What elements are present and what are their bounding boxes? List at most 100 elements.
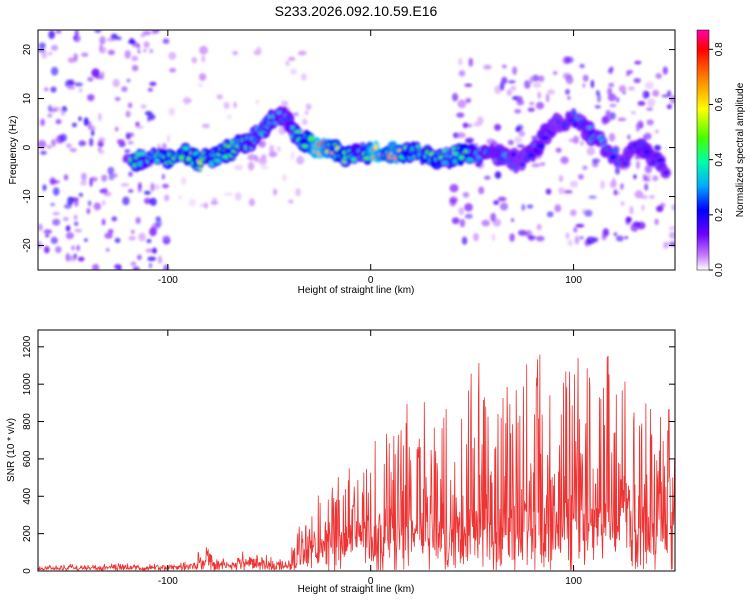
noise-blob [301, 118, 308, 126]
noise-blob [135, 217, 141, 224]
noise-blob [575, 223, 585, 228]
noise-blob [633, 77, 641, 84]
noise-blob [137, 184, 142, 193]
noise-blob [201, 123, 210, 129]
noise-blob [44, 246, 50, 254]
noise-blob [525, 230, 533, 238]
noise-blob [147, 256, 157, 261]
noise-blob [126, 78, 131, 83]
noise-blob [153, 184, 161, 190]
noise-blob [512, 66, 517, 75]
noise-blob [507, 80, 516, 84]
snr-ytick-label: 800 [22, 413, 33, 430]
spectrogram-frame [37, 29, 676, 271]
noise-blob [66, 143, 72, 149]
ridge-core-blob [290, 125, 295, 130]
noise-blob [94, 30, 102, 34]
noise-blob [663, 241, 669, 249]
noise-blob [144, 190, 151, 195]
noise-blob [38, 223, 43, 231]
noise-blob [51, 139, 57, 147]
ridge-core-blob [458, 155, 465, 160]
noise-blob [518, 130, 526, 137]
snr-frame [37, 329, 676, 572]
noise-blob [578, 174, 584, 180]
noise-blob [107, 229, 114, 234]
noise-blob [473, 121, 482, 127]
noise-blob [537, 91, 541, 100]
noise-blob [47, 113, 53, 118]
ridge-core-blob [226, 144, 232, 148]
noise-blob [83, 117, 89, 126]
noise-blob [102, 200, 106, 206]
noise-blob [586, 236, 596, 245]
noise-blob [150, 182, 155, 192]
noise-blob [78, 87, 83, 93]
noise-blob [539, 162, 546, 167]
noise-blob [667, 90, 672, 97]
noise-blob [60, 109, 66, 116]
noise-blob [517, 229, 527, 236]
noise-blob [618, 85, 627, 93]
noise-blob [41, 50, 48, 59]
noise-blob [535, 101, 545, 110]
noise-blob [76, 244, 81, 252]
noise-blob [546, 211, 554, 218]
noise-blob [111, 216, 118, 222]
noise-blob [666, 104, 672, 110]
noise-blob [148, 263, 153, 269]
noise-blob [607, 87, 613, 96]
noise-blob [162, 183, 169, 189]
ridge-core-blob [373, 144, 378, 151]
noise-blob [47, 104, 53, 112]
colorbar-label: Normalized spectral amplitude [735, 82, 746, 217]
noise-blob [565, 88, 570, 95]
noise-blob [605, 110, 611, 117]
noise-blob [74, 30, 79, 37]
noise-blob [574, 235, 580, 245]
noise-blob [529, 102, 535, 106]
noise-blob [101, 218, 106, 226]
noise-blob [565, 232, 570, 240]
noise-blob [210, 201, 219, 205]
noise-blob [626, 216, 632, 223]
noise-blob [124, 149, 131, 153]
noise-blob [227, 114, 232, 120]
noise-blob [146, 238, 152, 244]
ridge-core-blob [452, 159, 458, 164]
noise-blob [55, 30, 62, 34]
noise-blob [48, 51, 53, 56]
noise-blob [147, 87, 153, 92]
noise-blob [50, 236, 58, 244]
ridge-core-blob [613, 148, 618, 154]
noise-blob [151, 247, 157, 254]
snr-ytick-label: 400 [22, 487, 33, 504]
noise-blob [501, 64, 507, 69]
noise-blob [128, 189, 134, 193]
noise-blob [155, 30, 159, 34]
noise-blob [42, 184, 47, 191]
noise-blob [582, 74, 589, 82]
snr-ylabel: SNR (10 * v/v) [6, 418, 17, 482]
noise-blob [646, 119, 654, 126]
noise-blob [122, 156, 128, 163]
noise-blob [38, 42, 46, 49]
noise-blob [128, 236, 136, 241]
noise-blob [91, 68, 100, 78]
noise-blob [223, 101, 230, 110]
noise-blob [624, 236, 629, 240]
colorbar-tick-label: 0.6 [714, 97, 725, 111]
noise-blob [601, 233, 607, 241]
ridge-core-blob [154, 158, 160, 163]
colorbar-ticks: 0.0 0.2 0.4 0.6 0.8 [709, 42, 725, 277]
noise-blob [462, 122, 469, 128]
spectrogram-ytick-label: -10 [22, 189, 33, 204]
noise-blob [43, 229, 52, 234]
noise-blob [473, 232, 479, 242]
noise-blob [458, 207, 465, 216]
noise-blob [65, 232, 74, 240]
noise-blob [591, 161, 599, 168]
noise-blob [104, 232, 113, 239]
noise-blob [77, 256, 85, 262]
